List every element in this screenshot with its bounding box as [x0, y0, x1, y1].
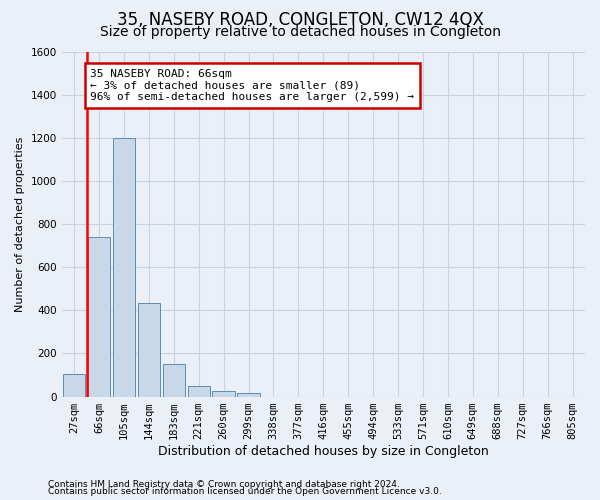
Bar — [113, 138, 135, 396]
Text: 35, NASEBY ROAD, CONGLETON, CW12 4QX: 35, NASEBY ROAD, CONGLETON, CW12 4QX — [116, 11, 484, 29]
Y-axis label: Number of detached properties: Number of detached properties — [15, 136, 25, 312]
Bar — [212, 390, 235, 396]
Text: 35 NASEBY ROAD: 66sqm
← 3% of detached houses are smaller (89)
96% of semi-detac: 35 NASEBY ROAD: 66sqm ← 3% of detached h… — [91, 69, 415, 102]
Bar — [238, 394, 260, 396]
Text: Size of property relative to detached houses in Congleton: Size of property relative to detached ho… — [100, 25, 500, 39]
Bar — [188, 386, 210, 396]
Text: Contains public sector information licensed under the Open Government Licence v3: Contains public sector information licen… — [48, 487, 442, 496]
Bar — [63, 374, 85, 396]
Text: Contains HM Land Registry data © Crown copyright and database right 2024.: Contains HM Land Registry data © Crown c… — [48, 480, 400, 489]
Bar — [137, 303, 160, 396]
Bar — [88, 237, 110, 396]
X-axis label: Distribution of detached houses by size in Congleton: Distribution of detached houses by size … — [158, 444, 489, 458]
Bar — [163, 364, 185, 396]
